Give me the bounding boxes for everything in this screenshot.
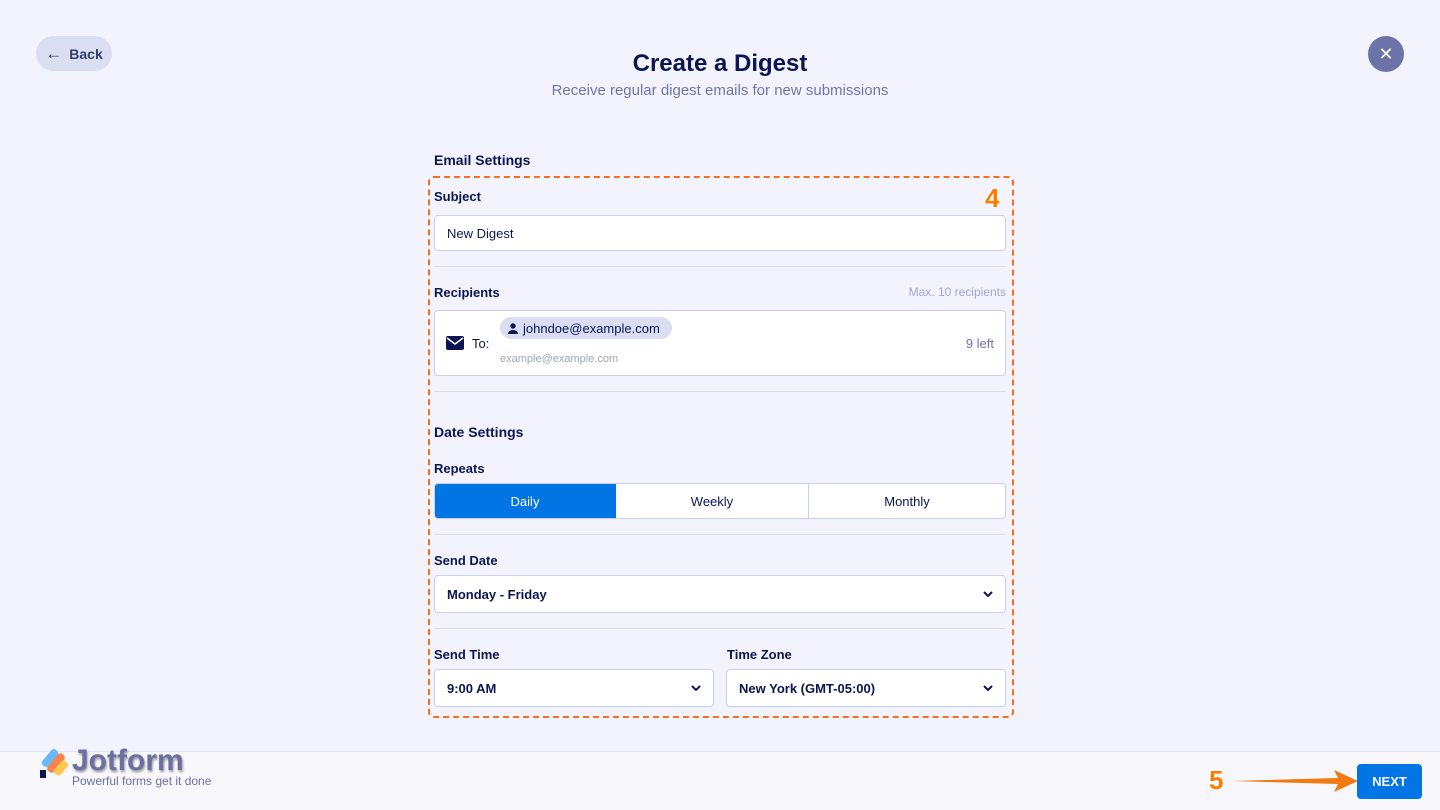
logo-wordmark: Jotform <box>72 744 184 777</box>
divider <box>434 266 1006 267</box>
recipients-input[interactable]: To: johndoe@example.com example@example.… <box>434 310 1006 376</box>
recipient-placeholder[interactable]: example@example.com <box>500 353 619 365</box>
annotation-highlight-box <box>428 176 1014 718</box>
repeat-option-monthly[interactable]: Monthly <box>884 493 930 509</box>
divider <box>434 391 1006 392</box>
send-date-label: Send Date <box>434 553 498 568</box>
divider <box>434 628 1006 629</box>
annotation-step-5: 5 <box>1209 765 1224 795</box>
email-settings-heading: Email Settings <box>434 152 531 168</box>
send-time-select[interactable]: 9:00 AM <box>434 669 714 707</box>
send-time-label: Send Time <box>434 647 500 662</box>
page-subtitle: Receive regular digest emails for new su… <box>551 82 889 99</box>
subject-input[interactable]: New Digest <box>434 215 1006 251</box>
annotation-arrow-icon <box>1232 770 1358 792</box>
logo-tagline: Powerful forms get it done <box>72 774 212 788</box>
chevron-down-icon <box>983 591 993 597</box>
repeats-segmented-control: Daily Weekly Monthly <box>434 483 1006 519</box>
user-icon <box>508 322 518 334</box>
send-date-select[interactable]: Monday - Friday <box>434 575 1006 613</box>
to-label: To: <box>472 336 490 351</box>
close-button[interactable]: ✕ <box>1368 36 1404 72</box>
back-button[interactable]: ← Back <box>36 36 112 71</box>
envelope-icon <box>446 336 464 350</box>
date-settings-heading: Date Settings <box>434 424 524 440</box>
repeat-option-daily[interactable]: Daily <box>435 484 616 518</box>
recipients-max: Max. 10 recipients <box>908 285 1006 299</box>
footer <box>0 751 1440 810</box>
repeats-label: Repeats <box>434 461 485 476</box>
recipient-chip[interactable]: johndoe@example.com <box>500 317 672 339</box>
recipients-label: Recipients <box>434 285 500 300</box>
chevron-down-icon <box>691 685 701 691</box>
next-button[interactable]: NEXT <box>1357 764 1422 799</box>
close-icon: ✕ <box>1378 43 1394 64</box>
timezone-select[interactable]: New York (GMT-05:00) <box>726 669 1006 707</box>
recipients-remaining: 9 left <box>965 336 994 351</box>
arrow-left-icon: ← <box>45 43 63 63</box>
subject-label: Subject <box>434 189 481 204</box>
jotform-logo-icon <box>38 746 70 782</box>
divider <box>434 534 1006 535</box>
chevron-down-icon <box>983 685 993 691</box>
repeat-option-weekly[interactable]: Weekly <box>616 484 809 518</box>
timezone-label: Time Zone <box>727 647 792 662</box>
page-title: Create a Digest <box>632 50 808 77</box>
annotation-step-4: 4 <box>985 183 1000 213</box>
